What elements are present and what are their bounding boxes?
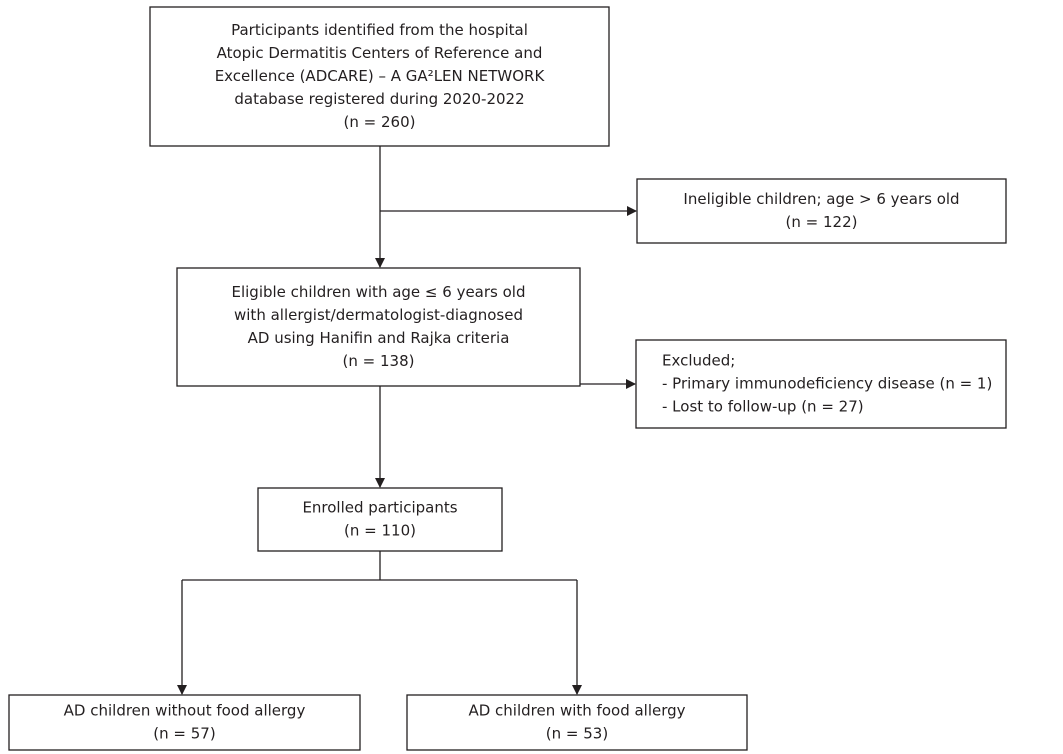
node-text: AD children with food allergy <box>468 702 685 720</box>
node-text: (n = 122) <box>786 213 858 231</box>
node-text: - Lost to follow-up (n = 27) <box>662 398 864 416</box>
node-box <box>635 339 1007 429</box>
node-text: database registered during 2020-2022 <box>234 90 524 108</box>
node-text: Excluded; <box>662 352 735 370</box>
node-text: (n = 138) <box>343 352 415 370</box>
node-box <box>636 178 1007 244</box>
node-text: (n = 57) <box>153 725 215 743</box>
node-text: Atopic Dermatitis Centers of Reference a… <box>217 44 543 62</box>
node-text: Ineligible children; age > 6 years old <box>683 190 959 208</box>
node-text: (n = 110) <box>344 522 416 540</box>
node-text: Excellence (ADCARE) – A GA²LEN NETWORK <box>215 67 546 85</box>
node-text: (n = 53) <box>546 725 608 743</box>
node-box <box>406 694 748 751</box>
node-box <box>149 6 610 147</box>
node-box <box>8 694 361 751</box>
node-text: (n = 260) <box>344 113 416 131</box>
node-text: AD using Hanifin and Rajka criteria <box>248 329 510 347</box>
node-text: - Primary immunodeficiency disease (n = … <box>662 375 992 393</box>
node-text: Participants identified from the hospita… <box>231 21 528 39</box>
node-text: AD children without food allergy <box>64 702 306 720</box>
connectors <box>177 146 637 695</box>
node-box <box>176 267 581 387</box>
node-box <box>257 487 503 552</box>
node-text: with allergist/dermatologist-diagnosed <box>234 306 523 324</box>
node-text: Enrolled participants <box>302 499 457 517</box>
node-text: Eligible children with age ≤ 6 years old <box>231 283 525 301</box>
